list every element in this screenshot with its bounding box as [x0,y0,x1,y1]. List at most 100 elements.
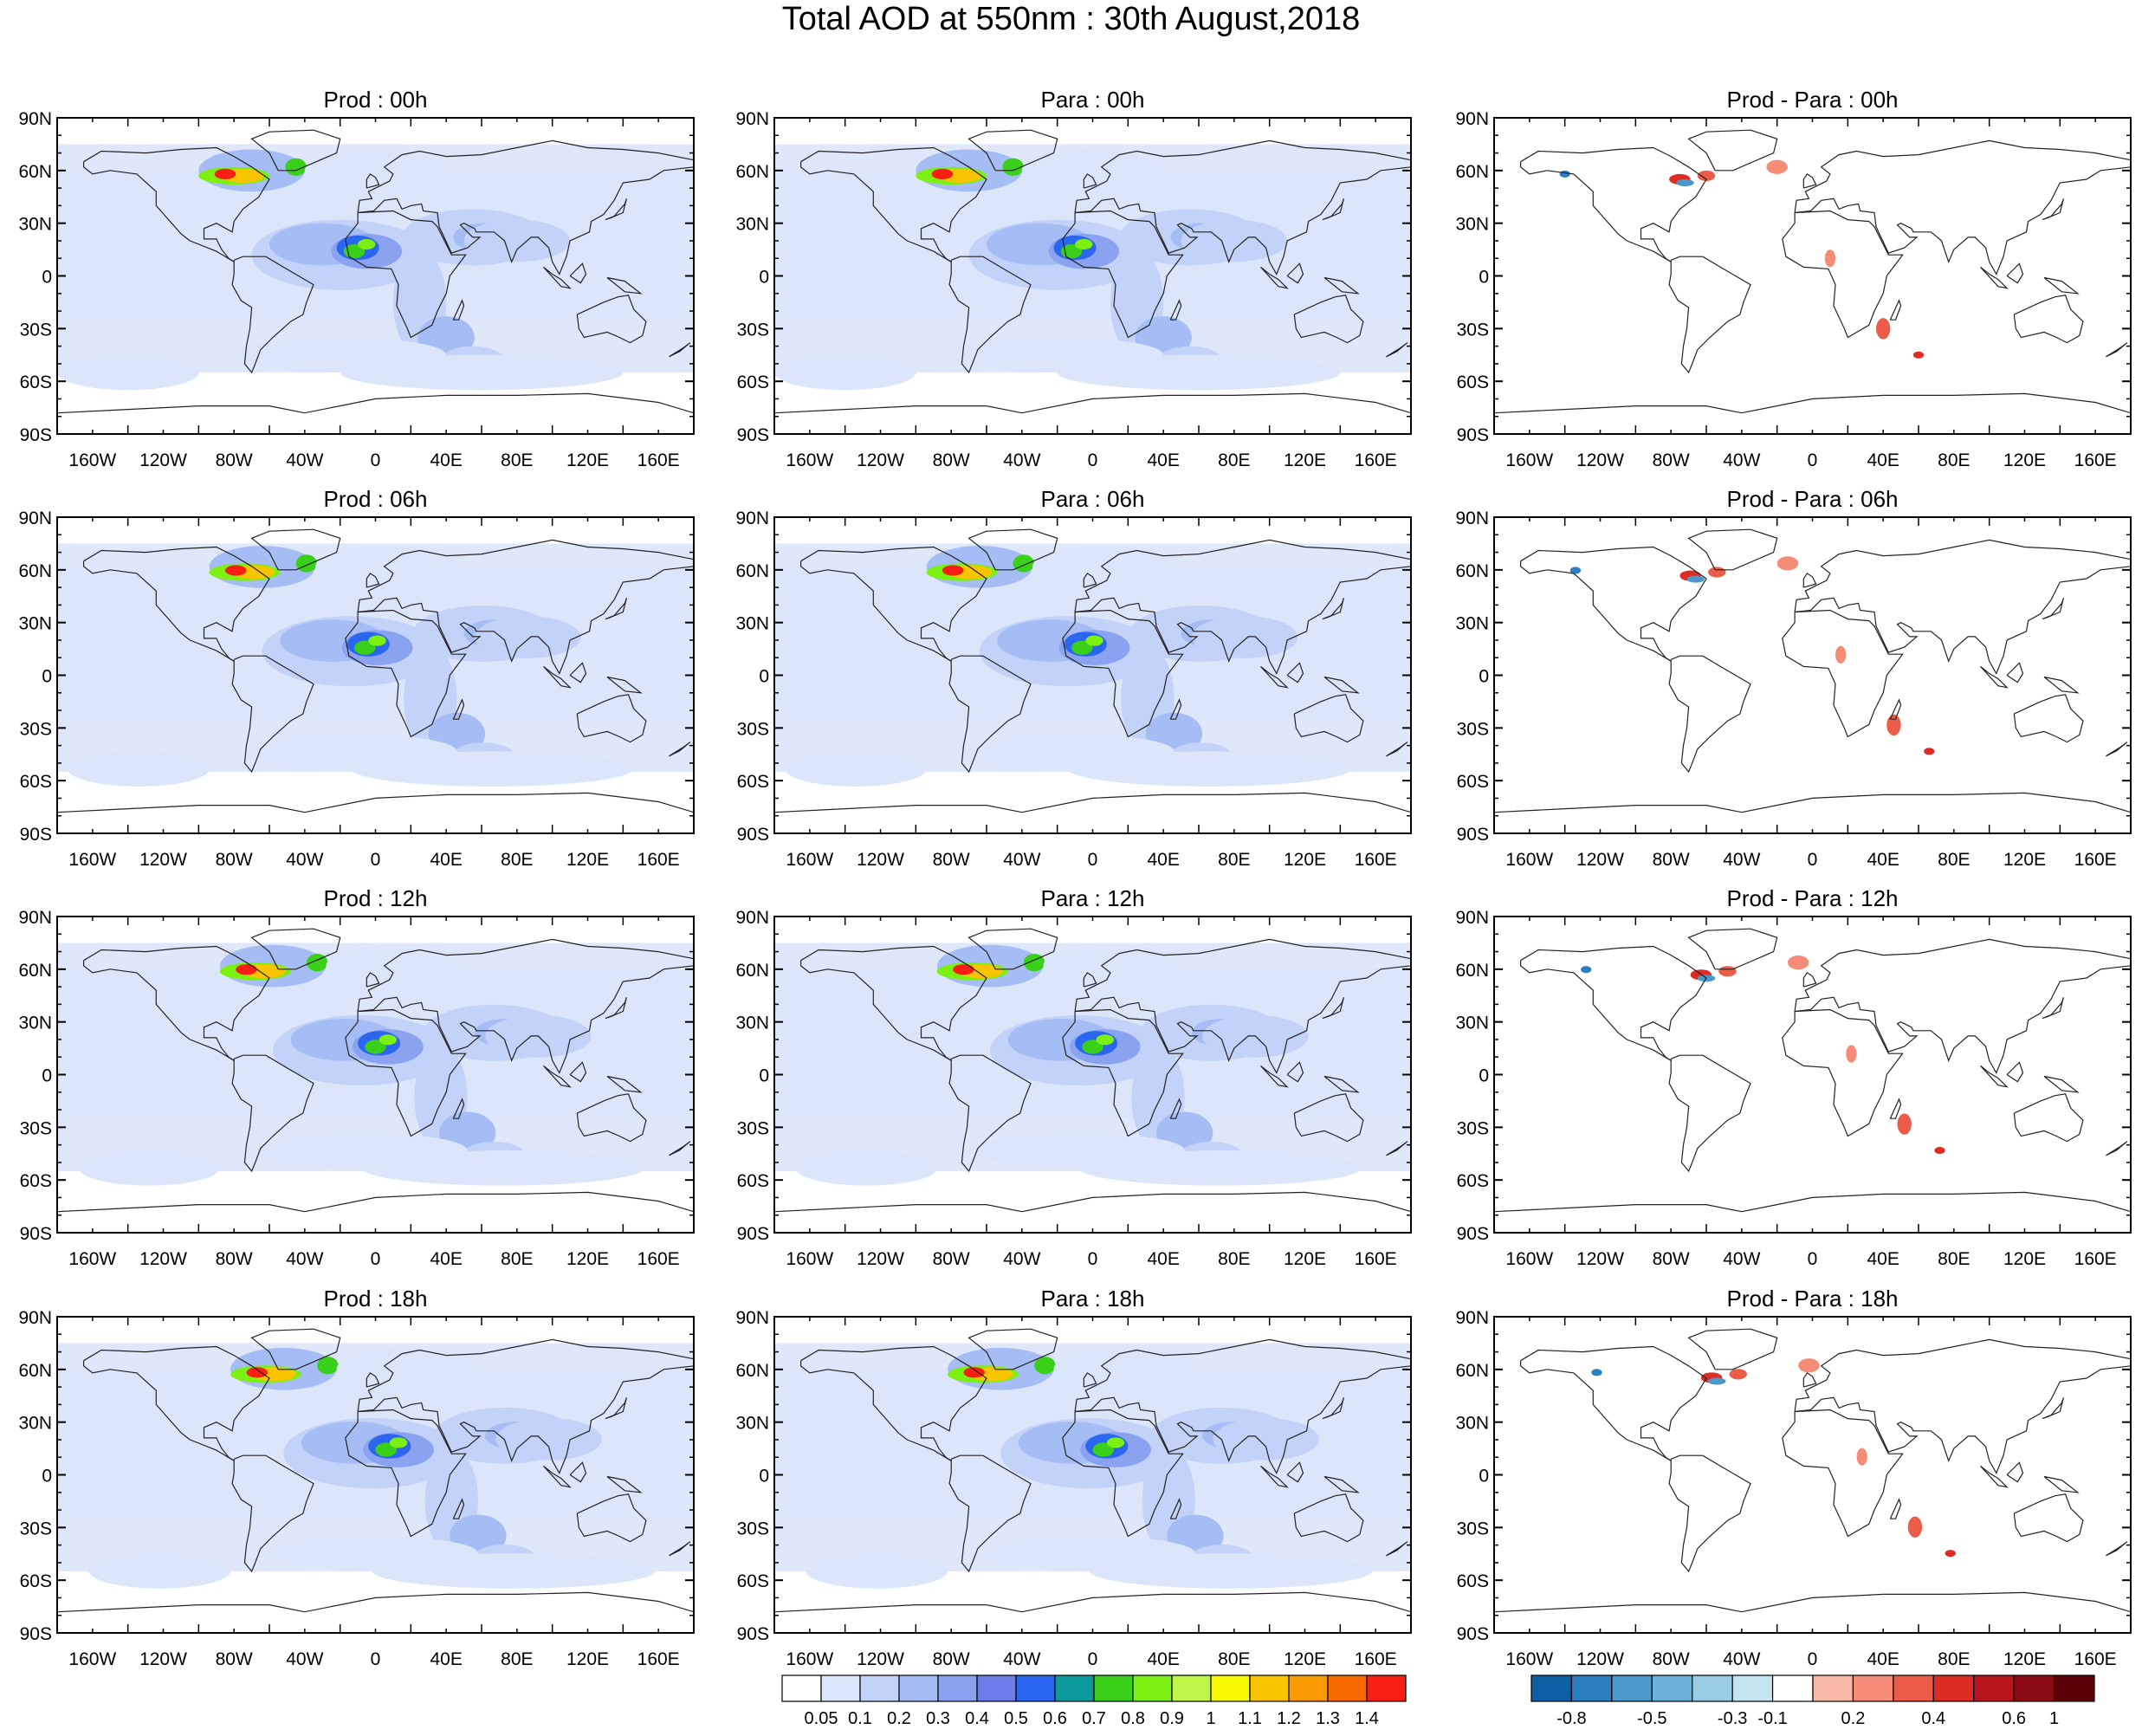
lon-tick-label: 80E [1938,850,1970,870]
panel-title: Prod - Para : 12h [1727,885,1899,911]
colorbar-label: 0.4 [965,1709,989,1728]
colorbar-label: 0.8 [1121,1709,1145,1728]
lat-tick-label: 30S [20,719,52,739]
coastline [1687,528,1778,571]
coastline [1494,1191,2131,1213]
lat-tick-label: 30N [735,614,769,634]
colorbar-label: 1.1 [1238,1709,1262,1728]
lon-tick-label: 120W [857,450,904,470]
coastline [543,1465,572,1488]
coastline [2006,1061,2024,1083]
lat-tick-label: 60N [1455,162,1489,182]
difference-patch [1686,575,1705,583]
colorbar-box [1210,1674,1251,1702]
coastline [605,198,627,221]
coastline [605,1397,627,1420]
aod-plume [1106,1437,1125,1448]
lat-tick-label: 60S [1457,1171,1489,1191]
lon-tick-label: 160W [68,1249,116,1269]
coastline [1386,342,1408,358]
lon-tick-label: 120W [1576,1249,1624,1269]
coastline [366,173,380,189]
aod-plume [358,238,376,250]
coastline [948,1454,1032,1573]
map-panel: Prod : 12h 90N 60N 30N 0 30S 60S 90S 160W 120W 80W… [18,885,695,1269]
coastline [967,528,1058,571]
lon-tick-label: 120W [139,1649,187,1669]
coastline [452,1098,465,1119]
lon-tick-label: 120E [566,850,609,870]
aod-plume [1067,751,1351,787]
coastline [1782,609,1904,738]
coastline [1668,1454,1751,1573]
difference-patch [1766,159,1788,174]
lon-tick-label: 80W [1653,1249,1690,1269]
coastline [543,1065,572,1088]
lon-tick-label: 160W [786,1249,833,1269]
coastline [1074,139,1411,275]
aod-plume [1071,640,1093,655]
colorbar-label: 0.3 [926,1709,950,1728]
map-panel: Para : 00h 90N 60N 30N 0 30S 60S 90S 160W 120W 80W… [735,87,1412,470]
lon-tick-label: 160E [1355,1249,1397,1269]
coastline [774,1591,1411,1613]
lat-tick-label: 30N [735,1014,769,1033]
aod-plume [1034,1357,1056,1375]
lat-tick-label: 60N [1455,961,1489,981]
lon-tick-label: 160E [637,850,680,870]
lon-tick-label: 120W [1576,850,1624,870]
lat-tick-label: 30S [737,719,769,739]
colorbar-label: 1.2 [1277,1709,1301,1728]
aod-plume [246,1367,268,1378]
coastline [1802,972,1817,988]
coastline [1494,392,2131,414]
colorbar-label: -0.5 [1637,1709,1666,1728]
coastline [1260,1465,1289,1488]
panel-title: Para : 18h [1041,1286,1145,1312]
coastline [1668,256,1751,374]
map-panel: Prod - Para : 12h 90N 60N 30N 0 30S 60S 90S 160W… [1455,885,2132,1269]
aod-plume [1181,219,1288,262]
aod-plume [315,546,457,588]
coastline [569,662,587,683]
lon-tick-label: 0 [1808,1649,1818,1669]
difference-patch [1591,1369,1602,1376]
lon-tick-label: 40W [1723,1649,1760,1669]
aod-plume [57,354,199,391]
coastline [606,1075,643,1093]
panel-title: Para : 12h [1041,885,1145,911]
aod-plume [1191,616,1298,658]
lon-tick-label: 160W [68,450,116,470]
aod-plume [1265,1370,1408,1421]
aod-plume [774,177,881,234]
coastline [2006,662,2024,683]
coastline [83,1345,270,1461]
lon-tick-label: 160E [1355,850,1397,870]
coastline [1980,266,2009,289]
coastline [2043,1075,2080,1093]
colorbar-label: 1.4 [1355,1709,1379,1728]
coastline [948,1054,1032,1173]
lon-tick-label: 160E [1355,450,1397,470]
lat-tick-label: 30N [18,614,52,634]
difference-patch [1824,249,1836,268]
aod-plume [224,565,247,576]
coastline [2043,276,2080,295]
coastline [1322,198,1344,221]
lon-tick-label: 120E [566,450,609,470]
lon-tick-label: 120E [1284,450,1326,470]
map-panel: Prod : 00h 90N 60N 30N 0 30S 60S 90S 160W 120W 80W… [18,87,695,470]
aod-plume [336,1347,478,1390]
aod-colorbar: 0.05 0.1 0.2 0.3 0.4 0.5 0.6 0.7 0.8 0.9 1 1.1 1.2 1.… [781,1674,1407,1728]
aod-plume [1089,1553,1373,1589]
aod-plume [474,616,581,658]
lat-tick-label: 60N [735,1361,769,1381]
coastline [231,1454,314,1573]
lon-tick-label: 160W [786,850,833,870]
colorbar-label: 1.3 [1316,1709,1340,1728]
colorbar-label: 1 [2049,1709,2059,1728]
coastline [1802,573,1817,588]
coastline [1074,539,1411,675]
aod-plume [463,219,571,262]
aod-plume [1057,354,1341,391]
